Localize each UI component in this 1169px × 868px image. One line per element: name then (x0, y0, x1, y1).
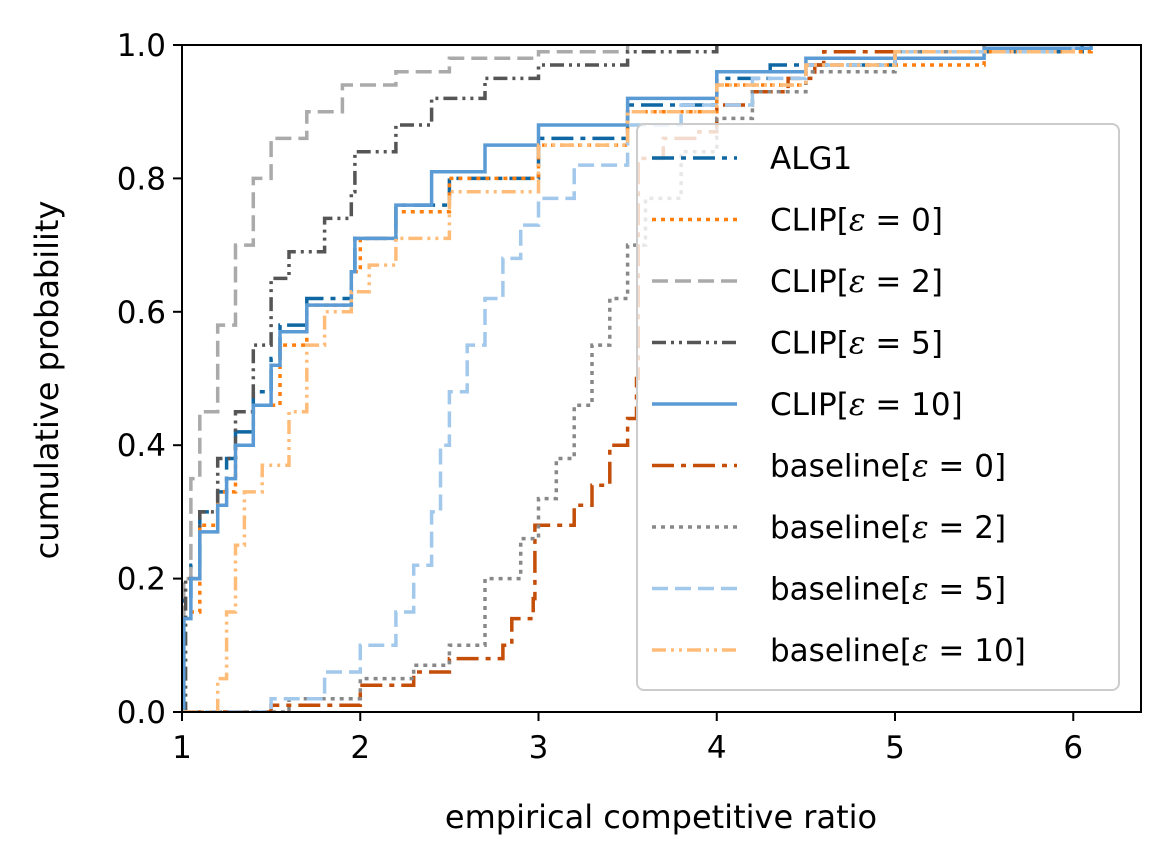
legend-label-4: CLIP[ε = 5] (770, 326, 943, 362)
legend-label-1: ALG1 (770, 141, 852, 177)
series-line-3 (182, 45, 630, 712)
legend-box (636, 123, 1120, 691)
legend-label-part: = 2] (866, 264, 944, 300)
legend-label-part: CLIP[ (770, 203, 849, 239)
x-tick-label: 1 (172, 730, 192, 766)
legend-label-part: ε (849, 326, 866, 362)
legend-label-9: baseline[ε = 10] (770, 633, 1026, 669)
series-line-9 (182, 45, 1076, 712)
y-axis: 0.0 0.2 0.4 0.6 0.8 1.0 (117, 28, 182, 731)
legend-label-part: baseline[ (770, 449, 912, 485)
x-tick-label: 4 (707, 730, 727, 766)
legend-label-part: ε (912, 633, 929, 669)
legend-label-part: CLIP[ (770, 387, 849, 423)
x-axis-label: empirical competitive ratio (445, 798, 877, 836)
legend-label-part: ALG1 (770, 141, 852, 177)
legend-label-part: = 5] (866, 326, 944, 362)
legend-label-7: baseline[ε = 2] (770, 510, 1006, 546)
x-tick-label: 3 (529, 730, 549, 766)
series-line-4 (182, 45, 719, 712)
legend-label-part: ε (849, 264, 866, 300)
legend-label-part: = 2] (929, 510, 1007, 546)
legend-label-part: ε (849, 387, 866, 423)
legend-label-part: CLIP[ (770, 264, 849, 300)
x-axis: 1 2 3 4 5 6 (172, 712, 1083, 766)
legend-label-part: = 10] (929, 633, 1026, 669)
legend-label-part: ε (849, 203, 866, 239)
legend-label-part: = 0] (866, 203, 944, 239)
legend-label-5: CLIP[ε = 10] (770, 387, 963, 423)
x-tick-label: 2 (350, 730, 370, 766)
y-tick-label: 0.6 (117, 295, 166, 331)
legend-label-part: baseline[ (770, 572, 912, 608)
legend-label-part: = 5] (929, 572, 1007, 608)
legend-label-part: CLIP[ (770, 326, 849, 362)
legend-label-part: = 0] (929, 449, 1007, 485)
legend-label-part: baseline[ (770, 510, 912, 546)
y-axis-label: cumulative probability (28, 201, 66, 560)
y-tick-label: 1.0 (117, 28, 166, 64)
legend-label-8: baseline[ε = 5] (770, 572, 1006, 608)
legend-label-part: ε (912, 510, 929, 546)
legend-label-6: baseline[ε = 0] (770, 449, 1006, 485)
legend-label-part: ε (912, 572, 929, 608)
y-tick-label: 0.0 (117, 695, 166, 731)
series-line-7 (182, 45, 986, 712)
series-line-8 (182, 45, 1076, 712)
legend-label-part: = 10] (866, 387, 963, 423)
y-tick-label: 0.8 (117, 161, 166, 197)
y-tick-label: 0.4 (117, 428, 166, 464)
legend-label-3: CLIP[ε = 2] (770, 264, 943, 300)
legend-label-part: baseline[ (770, 633, 912, 669)
y-tick-label: 0.2 (117, 562, 166, 598)
series-layer (182, 45, 1093, 712)
x-tick-label: 6 (1063, 730, 1083, 766)
plot-frame (181, 44, 1142, 713)
x-tick-label: 5 (885, 730, 905, 766)
legend-label-2: CLIP[ε = 0] (770, 203, 943, 239)
legend-label-part: ε (912, 449, 929, 485)
